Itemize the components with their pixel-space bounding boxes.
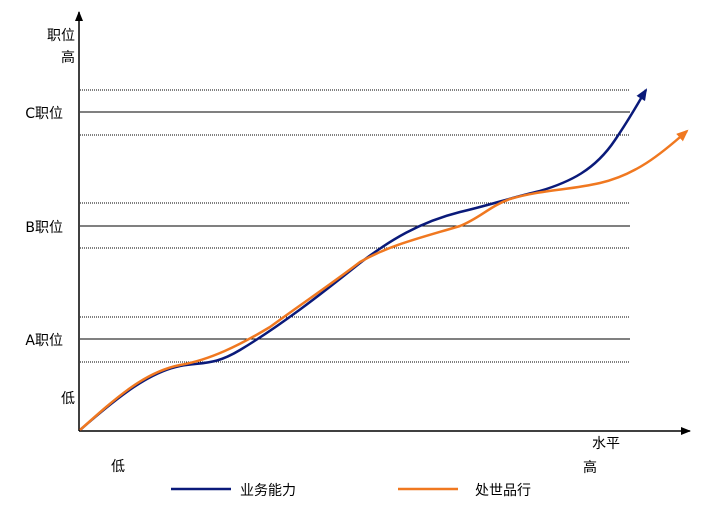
legend: 业务能力 处世品行 [171,483,531,499]
legend-label-conduct: 处世品行 [475,483,531,499]
band-b [80,202,630,249]
y-axis-title-line2: 高 [61,49,75,66]
level-label-b: B职位 [25,220,63,236]
x-axis-title: 水平 [592,436,620,452]
x-axis-high-label: 高 [583,459,597,476]
legend-item-conduct: 处世品行 [398,483,531,499]
y-axis-low-label: 低 [61,391,75,407]
legend-label-skill: 业务能力 [240,483,296,499]
band-a [80,316,630,363]
level-label-c: C职位 [25,106,63,122]
x-axis-low-label: 低 [111,459,125,475]
curve-conduct [79,129,689,431]
y-axis-title-line1: 职位 [47,28,75,44]
level-label-a: A职位 [25,333,63,349]
band-c [80,89,630,136]
legend-item-skill: 业务能力 [171,483,296,499]
